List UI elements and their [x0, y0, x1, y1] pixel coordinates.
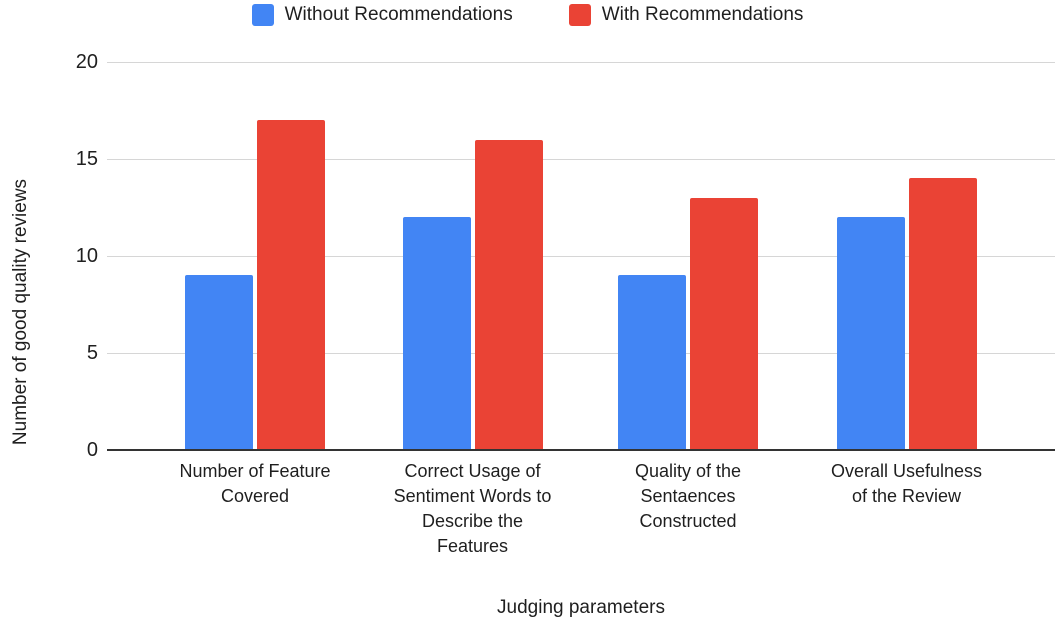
x-category-label-line: Sentiment Words to [393, 486, 552, 506]
legend-label-with-recommendations: With Recommendations [601, 4, 804, 25]
x-category-label-line: Constructed [639, 511, 737, 531]
y-tick-label-0: 0 [86, 439, 98, 461]
x-category-label-line: Overall Usefulness [830, 461, 983, 481]
x-category-label-line: Quality of the [634, 461, 742, 481]
gridline-20 [107, 62, 1055, 63]
bar-with-recommendations-number-of-feature-covered [257, 120, 325, 450]
gridline-5 [107, 353, 1055, 354]
y-tick-label-5: 5 [86, 342, 98, 364]
x-category-label-line: Number of Feature [179, 461, 331, 481]
x-category-label-correct-usage-of-sentiment-words-to-describe-the-features: Correct Usage of Sentiment Words to Descri… [363, 459, 583, 559]
gridline-15 [107, 159, 1055, 160]
gridline-10 [107, 256, 1055, 257]
x-category-label-line: Covered [220, 486, 290, 506]
x-axis-line [107, 449, 1055, 451]
bar-without-recommendations-number-of-feature-covered [185, 275, 253, 450]
legend-item-without-recommendations: Without Recommendations [251, 3, 513, 27]
x-category-label-line: of the Review [851, 486, 962, 506]
y-tick-label-15: 15 [75, 148, 98, 170]
bar-without-recommendations-correct-usage-of-sentiment-words-to-describe-the-features [402, 217, 471, 450]
bar-with-recommendations-overall-usefulness-of-the-review [908, 178, 977, 450]
bar-with-recommendations-correct-usage-of-sentiment-words-to-describe-the-features [474, 139, 543, 450]
y-tick-label-10: 10 [75, 245, 98, 267]
legend-swatch-red-icon [568, 4, 591, 26]
bar-with-recommendations-quality-of-the-sentaences-constructed [690, 197, 758, 450]
x-category-label-line: Correct Usage of [404, 461, 541, 481]
x-category-label-quality-of-the-sentaences-constructed: Quality of the Sentaences Constructed [578, 459, 798, 534]
legend-swatch-blue-icon [251, 4, 274, 26]
x-category-label-line: Sentaences [640, 486, 736, 506]
legend: Without Recommendations With Recommendat… [0, 3, 1055, 27]
legend-item-with-recommendations: With Recommendations [568, 3, 804, 27]
plot-area [107, 62, 1055, 451]
legend-label-without-recommendations: Without Recommendations [284, 4, 513, 25]
x-category-label-line: Features [436, 536, 509, 556]
x-axis-title: Judging parameters [497, 597, 665, 618]
x-category-label-number-of-feature-covered: Number of Feature Covered [145, 459, 365, 509]
bar-without-recommendations-overall-usefulness-of-the-review [836, 217, 905, 450]
bar-without-recommendations-quality-of-the-sentaences-constructed [618, 275, 686, 450]
x-category-label-overall-usefulness-of-the-review: Overall Usefulness of the Review [797, 459, 1017, 509]
x-category-label-line: Describe the [421, 511, 524, 531]
y-axis-title: Number of good quality reviews [10, 178, 31, 446]
y-tick-label-20: 20 [75, 51, 98, 73]
